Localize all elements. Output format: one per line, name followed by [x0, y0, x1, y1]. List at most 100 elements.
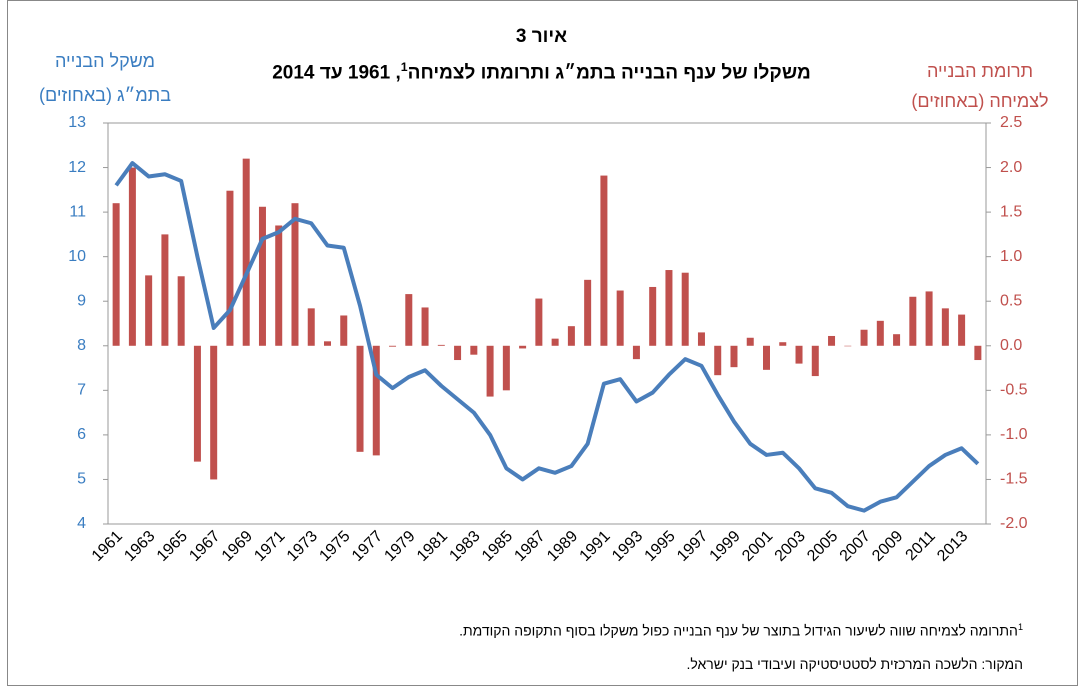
- line: [114, 161, 980, 513]
- bar: [941, 308, 949, 346]
- y-tick-label: 5: [77, 471, 86, 488]
- y-label-line: משקל הבנייה: [54, 51, 156, 71]
- bar: [193, 345, 201, 462]
- x-tick-label: 1967: [186, 528, 223, 565]
- y-tick-label: 7: [77, 382, 86, 399]
- x-tick-label: 1983: [446, 528, 483, 565]
- y-tick-label: 4: [77, 515, 86, 532]
- bar: [275, 225, 283, 346]
- y2-tick-label: 0.5: [1000, 292, 1022, 309]
- bar: [844, 345, 852, 347]
- bar: [714, 345, 722, 376]
- x-tick-label: 1965: [154, 528, 191, 565]
- y-tick-label: 13: [68, 114, 86, 131]
- x-tick-label: 2003: [772, 528, 809, 565]
- bar: [242, 158, 250, 346]
- frame: [7, 0, 1078, 686]
- bar: [779, 342, 787, 346]
- bar: [600, 175, 608, 346]
- bar: [226, 190, 234, 346]
- bar: [584, 279, 592, 346]
- y-tick-label: 12: [68, 159, 86, 176]
- x-tick-label: 2007: [837, 528, 874, 565]
- y2-tick-label: -1.0: [1000, 426, 1028, 443]
- x-tick-label: 1989: [544, 528, 581, 565]
- y2-tick-label: 1.0: [1000, 248, 1022, 265]
- bar: [795, 345, 803, 364]
- chart-subtitle: משקלו של ענף הבנייה בתמ״ג ותרומתו לצמיחה…: [0, 60, 1083, 84]
- y2-tick-label: -2.0: [1000, 515, 1028, 532]
- x-tick-label: 1969: [219, 528, 256, 565]
- bar: [356, 345, 364, 452]
- x-tick-label: 2011: [903, 528, 939, 564]
- title-text: , 1961 עד 2014: [272, 62, 401, 84]
- bar: [258, 206, 266, 346]
- bar: [519, 345, 527, 349]
- x-tick-label: 1981: [414, 528, 451, 565]
- bar: [389, 345, 397, 347]
- bar: [145, 275, 153, 346]
- bar: [893, 334, 901, 346]
- x-tick-label: 1961: [89, 528, 126, 565]
- x-tick-label: 1993: [609, 528, 646, 565]
- y2-tick-label: 0.0: [1000, 337, 1022, 354]
- y-tick-label: 10: [68, 248, 86, 265]
- plot-area: [107, 122, 987, 525]
- footnote-sup: 1: [1017, 622, 1023, 632]
- y-tick-label: 8: [77, 337, 86, 354]
- bar: [860, 329, 868, 346]
- y-tick-label: 9: [77, 292, 86, 309]
- x-tick-label: 1985: [479, 528, 516, 565]
- y2-tick-label: -0.5: [1000, 382, 1028, 399]
- bar: [291, 203, 299, 346]
- y2-label-line: תרומת הבנייה: [926, 61, 1034, 81]
- bar: [697, 332, 705, 346]
- y-tick-label: 11: [69, 203, 86, 220]
- bar: [372, 345, 380, 456]
- bar: [470, 345, 478, 355]
- y-tick-label: 6: [77, 426, 86, 443]
- x-tick-label: 2013: [934, 528, 971, 565]
- bar: [665, 270, 673, 346]
- x-tick-label: 1999: [707, 528, 744, 565]
- x-tick-label: 1971: [251, 528, 288, 565]
- y2-tick-label: 1.5: [1000, 203, 1022, 220]
- bar: [421, 307, 429, 346]
- y2-tick-label: 2.5: [1000, 114, 1022, 131]
- x-tick-label: 1987: [511, 528, 548, 565]
- bar: [763, 345, 770, 370]
- bar: [551, 338, 559, 346]
- bar: [925, 291, 933, 346]
- bar: [876, 320, 884, 346]
- bar: [567, 326, 575, 346]
- title-sup: 1: [400, 60, 408, 74]
- bar: [909, 296, 917, 346]
- y2-tick-label: 2.0: [1000, 159, 1022, 176]
- bar: [958, 314, 966, 346]
- bar: [681, 272, 689, 346]
- bar: [616, 290, 624, 346]
- y-label-line: בתמ״ג (באחוזים): [39, 85, 171, 105]
- bar: [502, 345, 510, 391]
- bar: [730, 345, 738, 368]
- x-tick-label: 1995: [642, 528, 679, 565]
- x-tick-label: 2005: [804, 528, 841, 565]
- x-tick-label: 2009: [869, 528, 906, 565]
- x-tick-label: 1977: [349, 528, 386, 565]
- bar: [112, 203, 120, 346]
- source: המקור: הלשכה המרכזית לסטטיסטיקה ועיבודי …: [686, 656, 1023, 672]
- x-tick-label: 1975: [316, 528, 353, 565]
- bar: [437, 344, 445, 346]
- y-axis-label: משקל הבנייה בתמ״ג (באחוזים): [5, 44, 205, 112]
- bar: [161, 234, 169, 346]
- title-text: משקלו של ענף הבנייה בתמ״ג ותרומתו לצמיחה: [407, 62, 811, 84]
- x-tick-label: 1979: [381, 528, 418, 565]
- chart-title: איור 3: [515, 26, 568, 47]
- bar: [632, 345, 640, 360]
- bar: [828, 335, 836, 346]
- footnote-text: התרומה לצמיחה שווה לשיעור הגידול בתוצר ש…: [459, 622, 1018, 639]
- bar: [746, 337, 754, 346]
- x-tick-label: 1991: [577, 528, 614, 565]
